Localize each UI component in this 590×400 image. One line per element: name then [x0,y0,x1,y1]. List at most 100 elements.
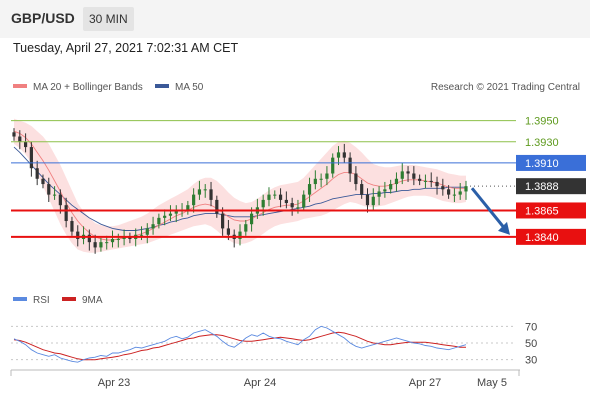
support-level-badge [516,202,586,219]
candle [76,225,80,247]
candle-body [186,205,190,211]
candle-body [215,199,219,214]
ma50-legend-swatch [155,84,169,88]
candle-body [174,210,178,214]
candle [458,183,462,200]
rsi-plot: 70 50 30 [11,321,537,367]
candle [452,188,457,203]
candle-body [435,181,439,187]
x-axis-ticks: Apr 23 Apr 24 Apr 27 May 5 [98,377,507,389]
resistance-level-label: 1.3930 [525,137,559,149]
rsi-ma9-line [13,331,466,361]
candle [447,185,451,199]
candle-body [418,178,422,181]
candle [29,141,33,177]
candle-body [87,234,91,243]
candle-body [249,213,254,225]
candle-body [331,157,335,174]
candle [406,166,410,182]
chart-header: GBP/USD 30 MIN [0,0,590,38]
candle-body [139,234,144,236]
candle [209,181,213,207]
ma9-legend-label: 9MA [82,295,103,306]
candle-body [319,178,323,180]
levels-layer: 1.3950 1.3930 1.3910 1.3888 1.3865 1.3840 [11,116,586,245]
candle [365,188,370,213]
candle [157,213,161,229]
candle [418,174,422,186]
candle-body [203,189,207,191]
resistance-level-label: 1.3950 [525,116,559,128]
timeframe-badge[interactable]: 30 MIN [83,7,134,31]
support-level-label: 1.3840 [525,232,559,244]
candle-body [400,171,404,179]
candle-body [267,194,271,200]
candle-body [168,213,173,216]
rsi-tick-label: 70 [525,321,537,333]
candle-body [105,242,109,244]
candle [64,197,68,228]
candle [70,216,74,236]
pivot-level-badge [516,154,586,171]
support-level-badge [516,228,586,245]
candle [284,191,288,209]
candle-body [273,194,277,196]
candle [215,195,219,218]
candle [93,234,97,254]
candle-body [348,157,352,174]
candle [336,146,341,166]
candle [174,205,178,223]
ma50-legend-label: MA 50 [175,82,204,93]
candle [325,166,329,186]
candle [23,133,28,153]
candle-body [52,194,57,196]
candle [35,160,39,186]
candle [423,174,428,189]
candle [105,235,109,250]
candle-body [29,147,33,169]
candle [400,162,404,185]
candle-body [406,171,410,174]
candle-body [238,231,242,239]
candle [151,216,155,235]
candle-body [342,152,346,158]
ma20-legend-label: MA 20 + Bollinger Bands [33,82,143,93]
candle-body [423,180,428,182]
candle-body [383,189,387,192]
forecast-arrow-head [498,221,510,235]
candle-body [47,184,51,195]
candle [267,187,271,207]
bollinger-band-area [14,118,466,253]
candle [441,178,445,196]
candle-body [354,173,358,185]
candle [261,194,265,216]
candle-body [389,184,393,190]
candle-body [151,224,155,229]
candle-body [458,191,462,195]
candle [41,174,45,189]
candle [128,232,132,244]
pivot-level-label: 1.3910 [525,158,559,170]
candle-body [371,196,375,206]
candle-body [192,194,196,206]
candle-body [93,242,97,248]
candle-body [110,238,115,243]
candle-body [377,191,381,197]
credit-label: Research © 2021 Trading Central [431,82,580,93]
chart-datetime: Tuesday, April 27, 2021 7:02:31 AM CET [13,41,239,55]
candle-body [412,173,416,179]
candle [302,190,306,212]
candle-body [12,132,16,137]
candle [52,186,57,200]
ma9-legend-swatch [62,297,76,301]
support-level-label: 1.3865 [525,205,559,217]
candle-body [70,221,74,232]
candle [371,188,375,211]
x-tick-label: Apr 23 [98,377,130,389]
symbol-label: GBP/USD [11,10,75,26]
candle [429,172,433,188]
candle-body [447,189,451,195]
rsi-line [13,325,467,363]
candle [313,170,317,190]
rsi-legend-swatch [13,297,27,301]
